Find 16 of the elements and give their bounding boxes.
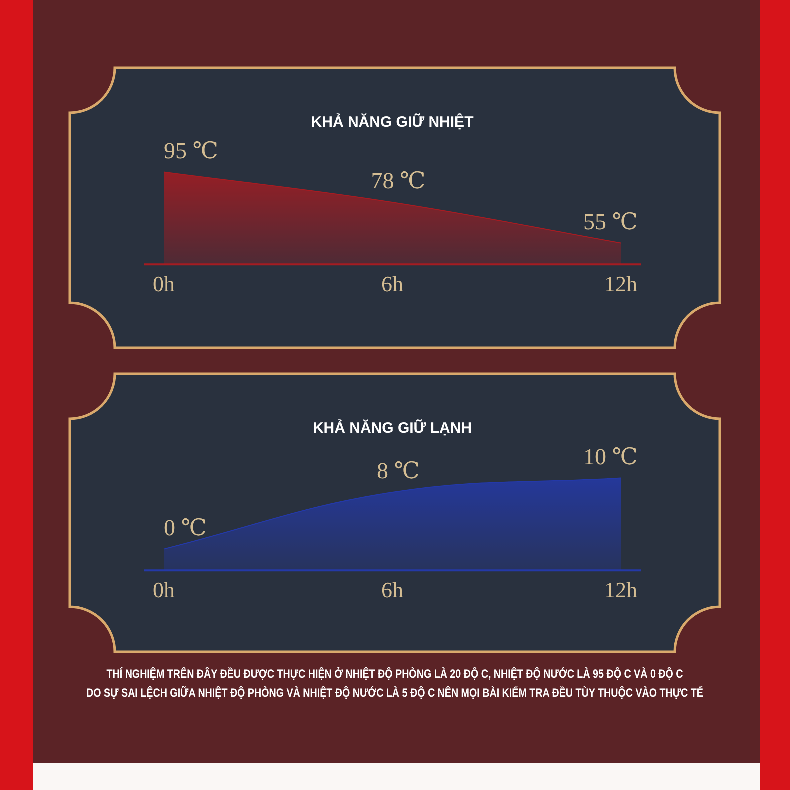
data-label: 55 ℃	[584, 209, 638, 234]
data-label: 10 ℃	[584, 444, 638, 470]
chart-title: KHẢ NĂNG GIỮ NHIỆT	[311, 113, 474, 132]
x-tick-label: 0h	[153, 578, 175, 603]
data-label: 78 ℃	[371, 168, 426, 194]
data-label: 8 ℃	[377, 458, 420, 484]
data-label: 0 ℃	[164, 515, 207, 540]
x-tick-label: 6h	[382, 578, 404, 603]
text: DO SỰ SAI LỆCH GIỮA NHIỆT ĐỘ PHÒNG VÀ NHIỆT ĐỘ NƯỚC LÀ 5 ĐỘ C NÊN MỌI BÀI KIỂM TRA ĐỀU TÙY THUỘC VÀO THỰC TẾ	[86, 686, 704, 700]
data-label: 95 ℃	[164, 138, 218, 164]
x-tick-label: 0h	[153, 272, 175, 297]
text: THÍ NGHIỆM TRÊN ĐÂY ĐỀU ĐƯỢC THỰC HIỆN Ở NHIỆT ĐỘ PHÒNG LÀ 20 ĐỘ C, NHIỆT ĐỘ NƯỚC LÀ 95 ĐỘ C VÀ 0 ĐỘ C	[106, 667, 684, 681]
chart-title: KHẢ NĂNG GIỮ LẠNH	[312, 419, 472, 438]
x-tick-label: 12h	[604, 578, 638, 603]
x-tick-label: 6h	[382, 272, 404, 297]
x-tick-label: 12h	[604, 272, 638, 297]
